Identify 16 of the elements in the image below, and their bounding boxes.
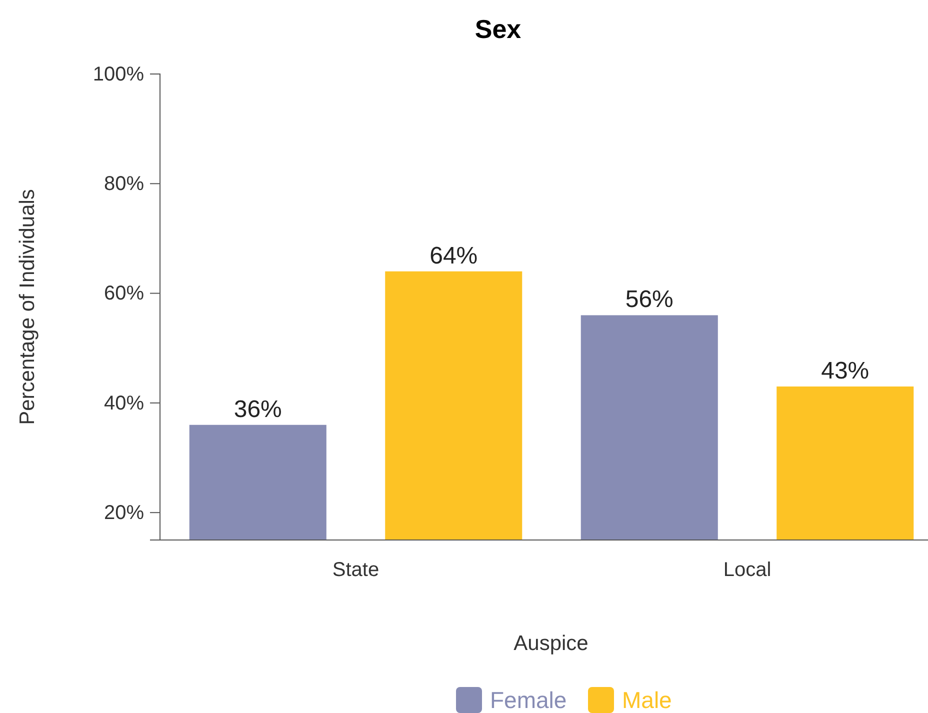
x-tick-label: State [332,559,380,582]
y-tick-label: 40% [104,392,144,414]
legend-label: Male [622,687,672,713]
legend-label: Female [490,687,567,713]
y-tick-label: 100% [92,63,144,86]
x-tick-label: Local [723,559,772,582]
y-tick-label: 20% [104,502,144,524]
chart-title: Sex [474,14,522,44]
y-tick-label: 80% [104,173,144,196]
data-label: 56% [625,286,674,314]
data-label: 43% [821,357,870,384]
y-axis-title: Percentage of Individuals [16,189,39,425]
data-label: 64% [430,242,478,270]
x-axis-title: Auspice [514,632,588,655]
data-label: 36% [234,396,282,423]
y-tick-label: 60% [104,282,144,305]
